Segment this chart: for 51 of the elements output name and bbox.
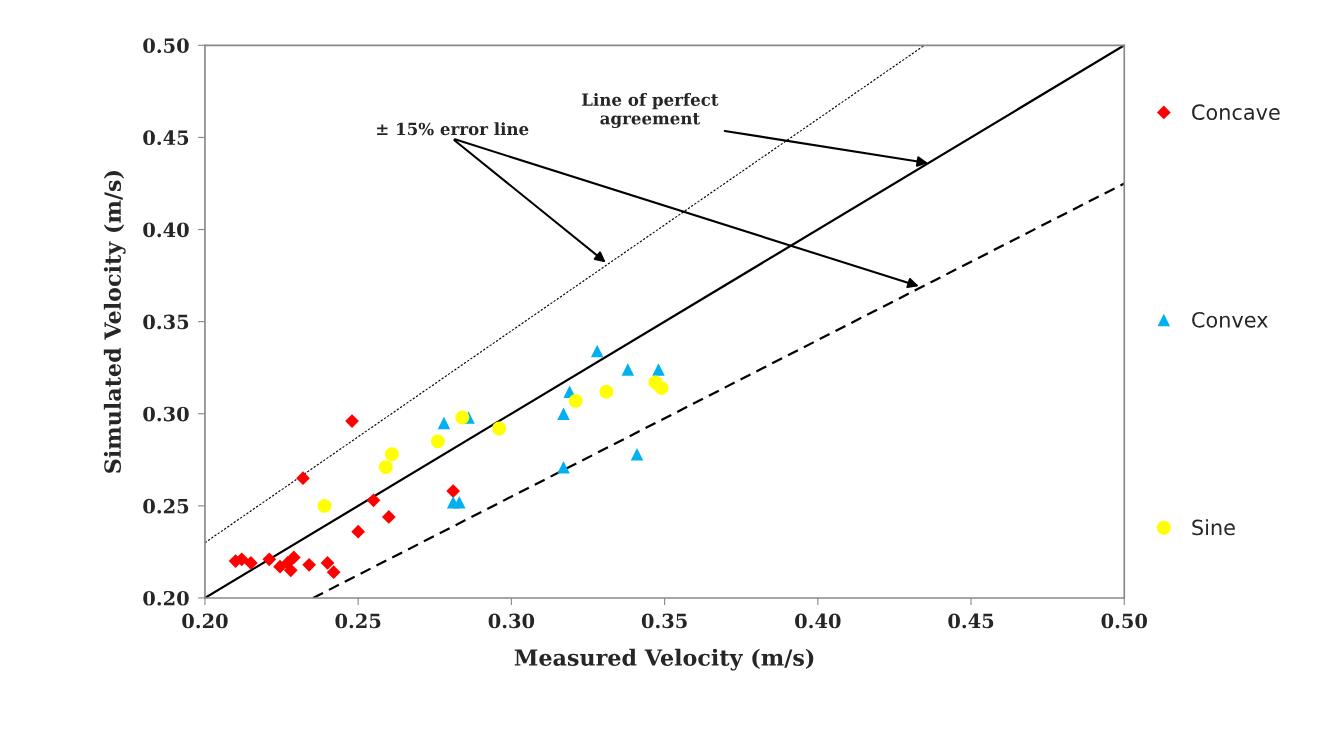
point [446, 484, 461, 498]
point [326, 565, 341, 580]
point [381, 510, 396, 524]
y-tick-label: 0.20 [143, 590, 189, 606]
point [492, 421, 507, 436]
point [302, 557, 317, 572]
point [366, 493, 381, 508]
y-tick-label: 0.45 [143, 130, 189, 146]
point [599, 384, 614, 399]
point [351, 524, 366, 539]
point [455, 410, 470, 425]
x-tick-label: 0.35 [641, 613, 687, 629]
x-tick-label: 0.30 [488, 613, 535, 629]
point [296, 471, 310, 486]
y-tick-label: 0.35 [143, 314, 189, 330]
y-tick-label: 0.50 [143, 38, 189, 53]
y-tick-label: 0.40 [143, 222, 189, 238]
point [630, 448, 644, 461]
legend-label: Concave [1192, 104, 1280, 121]
point [244, 556, 258, 570]
point [317, 498, 332, 513]
point [652, 363, 665, 376]
point [621, 363, 635, 376]
point [320, 556, 335, 570]
point [283, 563, 298, 578]
x-tick-label: 0.20 [182, 613, 228, 629]
x-axis-title: Measured Velocity (m/s) [514, 648, 814, 671]
point [345, 414, 359, 428]
x-tick-label: 0.45 [948, 613, 994, 629]
point [286, 550, 301, 565]
point [384, 447, 399, 462]
point [378, 460, 393, 475]
point [262, 552, 277, 567]
annotation: Line of perfect agreement [582, 93, 719, 129]
point [568, 393, 583, 408]
x-tick-label: 0.25 [335, 613, 381, 629]
point [557, 407, 570, 420]
y-tick-label: 0.30 [143, 406, 189, 422]
legend-label: Sine [1192, 519, 1235, 536]
point [590, 344, 604, 358]
x-tick-label: 0.50 [1101, 613, 1148, 629]
point [654, 381, 669, 395]
y-tick-label: 0.25 [143, 498, 189, 514]
point [557, 460, 570, 474]
y-axis-title: Simulated Velocity (m/s) [103, 171, 126, 473]
annotation: ± 15% error line [377, 122, 529, 136]
point [453, 495, 466, 509]
x-tick-label: 0.40 [795, 613, 841, 629]
point [430, 434, 445, 449]
point [437, 416, 451, 430]
legend-label: Convex [1192, 311, 1268, 328]
